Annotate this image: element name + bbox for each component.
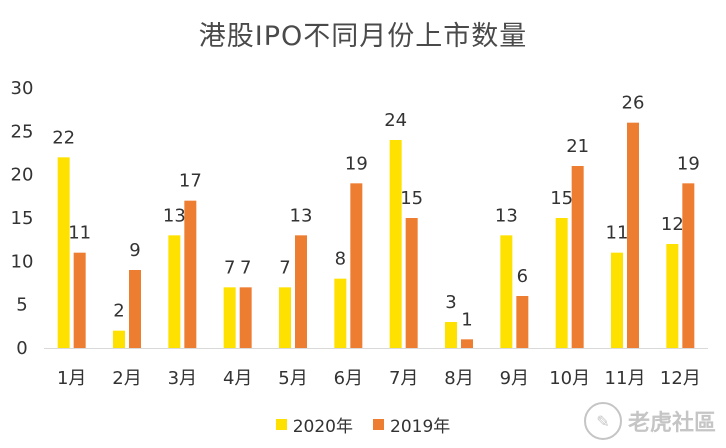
data-label: 7 bbox=[279, 257, 290, 278]
bar-2019年-4月 bbox=[239, 287, 252, 348]
bar-2020年-12月 bbox=[666, 244, 679, 348]
data-label: 22 bbox=[52, 127, 75, 148]
bar-2020年-11月 bbox=[611, 252, 623, 348]
data-label: 6 bbox=[517, 266, 528, 287]
chart-title: 港股IPO不同月份上市数量 bbox=[198, 21, 528, 52]
data-label: 19 bbox=[677, 153, 700, 174]
legend: 2020年 2019年 bbox=[0, 412, 726, 437]
bar-2019年-11月 bbox=[627, 122, 639, 349]
x-tick-label: 9月 bbox=[500, 368, 529, 389]
bar-2020年-4月 bbox=[223, 287, 236, 348]
data-label: 7 bbox=[224, 257, 235, 278]
x-tick-label: 1月 bbox=[57, 368, 86, 389]
data-label: 9 bbox=[129, 240, 140, 261]
bar-2019年-5月 bbox=[295, 235, 307, 348]
bar-2020年-8月 bbox=[445, 322, 457, 348]
legend-swatch-2019 bbox=[373, 419, 384, 430]
y-tick-label: 10 bbox=[11, 251, 34, 272]
data-label: 15 bbox=[400, 188, 423, 209]
data-label: 13 bbox=[290, 205, 313, 226]
bar-2020年-2月 bbox=[113, 330, 125, 348]
x-tick-label: 6月 bbox=[334, 368, 363, 389]
bar-2020年-3月 bbox=[168, 235, 181, 348]
y-tick-label: 0 bbox=[16, 338, 27, 359]
bar-2019年-2月 bbox=[129, 270, 141, 348]
bar-2019年-12月 bbox=[682, 183, 695, 348]
bar-2019年-7月 bbox=[405, 218, 418, 348]
y-tick-label: 25 bbox=[11, 121, 34, 142]
bar-2019年-3月 bbox=[184, 200, 197, 348]
data-label: 2 bbox=[113, 301, 124, 322]
data-label: 24 bbox=[384, 110, 407, 131]
legend-label-2020: 2020年 bbox=[292, 417, 353, 437]
watermark: ✎ 老虎社區 bbox=[583, 402, 716, 440]
data-label: 19 bbox=[345, 153, 368, 174]
x-tick-label: 2月 bbox=[112, 368, 141, 389]
y-tick-label: 15 bbox=[11, 208, 34, 229]
legend-swatch-2020 bbox=[275, 419, 287, 430]
data-label: 8 bbox=[335, 249, 346, 270]
y-tick-label: 30 bbox=[11, 78, 34, 99]
data-label: 12 bbox=[661, 214, 684, 235]
bar-2020年-9月 bbox=[500, 235, 513, 348]
legend-label-2019: 2019年 bbox=[390, 417, 451, 437]
bar-2020年-6月 bbox=[334, 278, 347, 348]
y-tick-label: 5 bbox=[16, 295, 27, 316]
bar-2019年-1月 bbox=[73, 252, 86, 348]
bar-2019年-8月 bbox=[461, 339, 473, 348]
data-label: 1 bbox=[461, 309, 472, 330]
data-label: 13 bbox=[495, 205, 518, 226]
data-label: 11 bbox=[606, 223, 629, 244]
bar-2020年-1月 bbox=[57, 157, 70, 348]
x-tick-label: 4月 bbox=[223, 368, 252, 389]
y-tick-label: 20 bbox=[11, 165, 34, 186]
x-tick-label: 12月 bbox=[660, 368, 701, 389]
bar-2019年-9月 bbox=[516, 296, 529, 348]
x-tick-label: 10月 bbox=[549, 368, 590, 389]
bar-2020年-10月 bbox=[555, 218, 568, 348]
data-label: 17 bbox=[179, 171, 202, 192]
data-label: 13 bbox=[163, 205, 186, 226]
data-label: 26 bbox=[622, 93, 645, 114]
watermark-text: 老虎社區 bbox=[627, 411, 716, 436]
data-label: 15 bbox=[550, 188, 573, 209]
legend-item-2019: 2019年 bbox=[373, 412, 450, 437]
legend-item-2020: 2020年 bbox=[275, 412, 353, 437]
data-label: 3 bbox=[445, 292, 456, 313]
data-label: 21 bbox=[566, 136, 589, 157]
data-label: 11 bbox=[68, 223, 91, 244]
x-tick-label: 11月 bbox=[605, 368, 646, 389]
data-label: 7 bbox=[240, 257, 251, 278]
x-tick-label: 7月 bbox=[389, 368, 418, 389]
x-tick-label: 3月 bbox=[168, 368, 197, 389]
bar-2019年-6月 bbox=[350, 183, 363, 348]
x-tick-label: 5月 bbox=[278, 368, 307, 389]
bar-2020年-7月 bbox=[389, 140, 402, 348]
bar-2020年-5月 bbox=[279, 287, 291, 348]
bar-2019年-10月 bbox=[571, 166, 584, 348]
x-tick-label: 8月 bbox=[444, 368, 473, 389]
tiger-logo-icon: ✎ bbox=[583, 402, 622, 440]
